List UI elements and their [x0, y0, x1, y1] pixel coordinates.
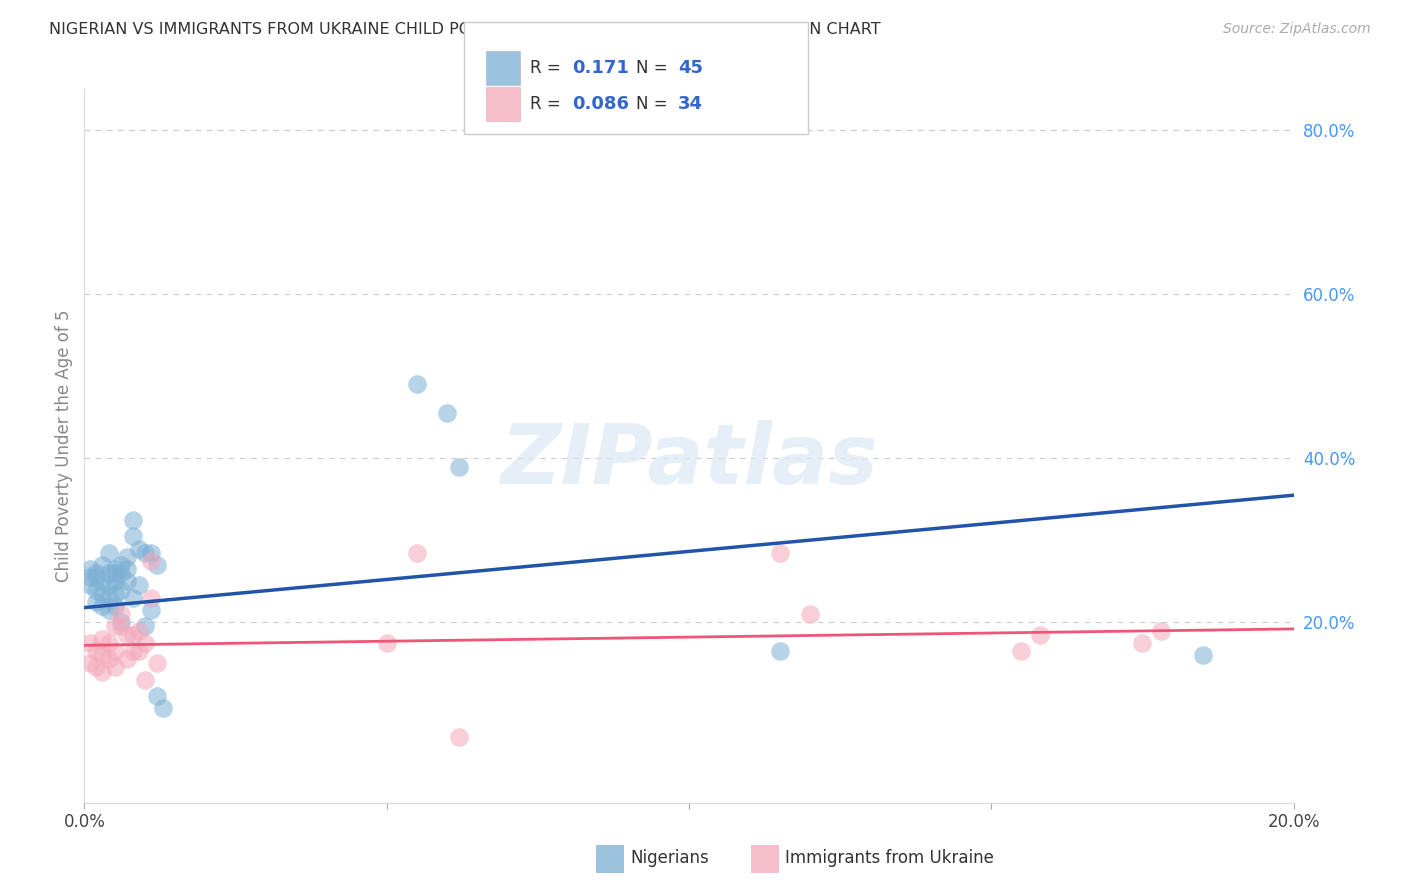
Point — [91, 587, 114, 601]
Text: 0.086: 0.086 — [572, 95, 630, 112]
Point — [769, 644, 792, 658]
Point — [110, 615, 132, 630]
Point — [104, 587, 127, 601]
Text: NIGERIAN VS IMMIGRANTS FROM UKRAINE CHILD POVERTY UNDER THE AGE OF 5 CORRELATION: NIGERIAN VS IMMIGRANTS FROM UKRAINE CHIL… — [49, 22, 880, 37]
Point — [406, 546, 429, 560]
Point — [97, 603, 120, 617]
Text: R =: R = — [530, 95, 567, 112]
Point — [110, 607, 132, 622]
Point — [79, 570, 101, 584]
Point — [121, 529, 143, 543]
Text: Immigrants from Ukraine: Immigrants from Ukraine — [785, 849, 994, 867]
Point — [86, 595, 108, 609]
Text: 0.171: 0.171 — [572, 59, 628, 77]
Point — [104, 562, 127, 576]
Point — [1028, 627, 1050, 641]
Point — [97, 636, 120, 650]
Point — [152, 701, 174, 715]
Point — [86, 644, 108, 658]
Text: 45: 45 — [678, 59, 703, 77]
Point — [799, 607, 821, 622]
Point — [121, 513, 143, 527]
Point — [139, 546, 162, 560]
Point — [79, 562, 101, 576]
Point — [104, 660, 127, 674]
Point — [115, 549, 138, 564]
Point — [104, 599, 127, 613]
Point — [110, 619, 132, 633]
Point — [375, 636, 398, 650]
Point — [91, 558, 114, 572]
Point — [91, 648, 114, 662]
Point — [146, 558, 169, 572]
Text: Nigerians: Nigerians — [630, 849, 709, 867]
Y-axis label: Child Poverty Under the Age of 5: Child Poverty Under the Age of 5 — [55, 310, 73, 582]
Point — [1130, 636, 1153, 650]
Point — [86, 566, 108, 581]
Point — [134, 636, 156, 650]
Point — [128, 541, 150, 556]
Point — [86, 570, 108, 584]
Text: Source: ZipAtlas.com: Source: ZipAtlas.com — [1223, 22, 1371, 37]
Point — [115, 652, 138, 666]
Point — [134, 619, 156, 633]
Point — [1011, 644, 1033, 658]
Point — [79, 636, 101, 650]
Point — [91, 599, 114, 613]
Point — [91, 632, 114, 646]
Point — [110, 582, 132, 597]
Point — [115, 574, 138, 589]
Point — [121, 627, 143, 641]
Text: N =: N = — [636, 95, 672, 112]
Point — [104, 644, 127, 658]
Point — [134, 673, 156, 687]
Point — [769, 546, 792, 560]
Point — [97, 591, 120, 605]
Text: ZIPatlas: ZIPatlas — [501, 420, 877, 500]
Point — [128, 644, 150, 658]
Point — [128, 624, 150, 638]
Point — [406, 377, 429, 392]
Point — [104, 619, 127, 633]
Point — [97, 566, 120, 581]
Point — [146, 689, 169, 703]
Point — [110, 566, 132, 581]
Point — [449, 730, 471, 744]
Text: 34: 34 — [678, 95, 703, 112]
Point — [121, 644, 143, 658]
Point — [110, 558, 132, 572]
Text: R =: R = — [530, 59, 567, 77]
Point — [97, 546, 120, 560]
Point — [91, 665, 114, 679]
Point — [139, 591, 162, 605]
Point — [134, 546, 156, 560]
Point — [139, 603, 162, 617]
Point — [91, 574, 114, 589]
Point — [97, 652, 120, 666]
Point — [1192, 648, 1215, 662]
Point — [128, 578, 150, 592]
Text: N =: N = — [636, 59, 672, 77]
Point — [79, 578, 101, 592]
Point — [104, 574, 127, 589]
Point — [436, 406, 458, 420]
Point — [139, 554, 162, 568]
Point — [104, 566, 127, 581]
Point — [97, 578, 120, 592]
Point — [86, 660, 108, 674]
Point — [146, 657, 169, 671]
Point — [1149, 624, 1171, 638]
Point — [115, 562, 138, 576]
Point — [79, 657, 101, 671]
Point — [121, 591, 143, 605]
Point — [449, 459, 471, 474]
Point — [86, 582, 108, 597]
Point — [115, 627, 138, 641]
